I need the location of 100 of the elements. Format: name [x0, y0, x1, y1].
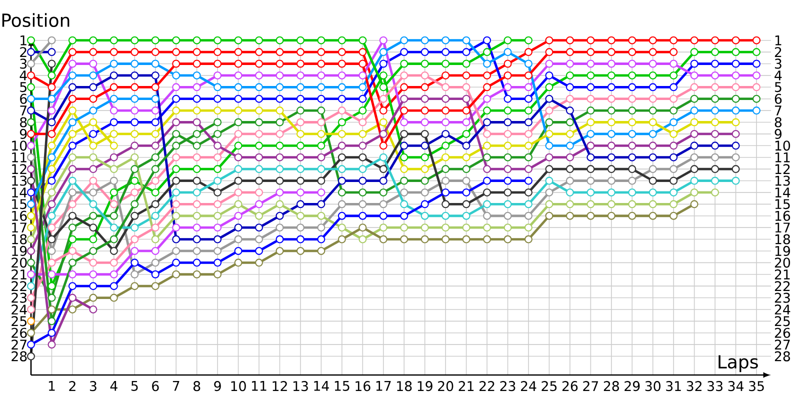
point	[48, 224, 56, 232]
point	[628, 165, 636, 174]
point	[607, 94, 616, 103]
point	[732, 83, 740, 92]
point	[483, 106, 492, 115]
point	[317, 118, 326, 126]
point	[130, 94, 139, 103]
point	[48, 176, 56, 185]
point	[48, 282, 56, 290]
point	[400, 224, 408, 232]
point	[566, 165, 574, 174]
point	[545, 36, 554, 44]
point	[151, 106, 160, 115]
x-tick-label: 34	[728, 381, 744, 392]
point	[296, 212, 304, 220]
point	[234, 246, 242, 255]
y2-tick-label: 6	[774, 94, 782, 104]
point	[276, 200, 284, 208]
point	[607, 60, 616, 68]
point	[234, 94, 242, 103]
point	[628, 48, 636, 56]
point	[711, 165, 720, 174]
y-tick-label: 27	[12, 340, 26, 350]
point	[483, 83, 492, 92]
point	[628, 176, 636, 185]
point	[89, 188, 98, 196]
point	[296, 235, 304, 244]
point	[358, 130, 367, 138]
point	[607, 200, 616, 208]
point	[255, 118, 264, 126]
point	[358, 153, 367, 162]
point	[27, 270, 35, 278]
point	[648, 94, 657, 103]
y-tick-label: 19	[12, 246, 27, 256]
point	[296, 83, 304, 92]
point	[566, 176, 574, 185]
point	[400, 200, 408, 208]
point	[338, 212, 346, 220]
point	[732, 48, 740, 56]
point	[338, 142, 346, 150]
point	[607, 118, 616, 126]
point	[172, 94, 180, 103]
point	[648, 142, 657, 150]
point	[420, 106, 429, 115]
point	[524, 60, 532, 68]
point	[545, 48, 554, 56]
point	[462, 165, 470, 174]
point	[234, 212, 242, 220]
point	[130, 282, 139, 290]
point	[400, 130, 408, 138]
point	[110, 60, 118, 68]
point	[48, 258, 56, 267]
point	[420, 36, 429, 44]
point	[27, 212, 35, 220]
point	[379, 106, 388, 115]
y2-tick-label: 10	[775, 140, 790, 151]
point	[338, 106, 346, 115]
point	[110, 224, 118, 232]
point	[48, 106, 56, 115]
point	[68, 83, 76, 92]
x-tick-label: 31	[666, 381, 681, 392]
point	[504, 142, 512, 150]
point	[27, 83, 35, 92]
y2-tick-label: 1	[775, 35, 782, 46]
point	[48, 328, 56, 337]
point	[670, 200, 678, 208]
point	[338, 176, 346, 185]
point	[524, 48, 532, 56]
point	[172, 212, 180, 220]
point	[586, 200, 595, 208]
point	[420, 153, 429, 162]
point	[400, 71, 408, 80]
point	[690, 176, 698, 185]
point	[214, 71, 222, 80]
point	[400, 36, 408, 44]
point	[483, 153, 492, 162]
point	[524, 165, 532, 174]
point	[628, 36, 636, 44]
point	[566, 106, 574, 115]
point	[483, 212, 492, 220]
point	[607, 130, 616, 138]
point	[68, 71, 76, 80]
point	[172, 235, 180, 244]
point	[130, 200, 139, 208]
point	[545, 212, 554, 220]
point	[89, 153, 98, 162]
x-tick-label: 10	[231, 381, 246, 392]
point	[192, 142, 201, 150]
y2-tick-label: 25	[774, 316, 790, 326]
point	[27, 328, 35, 337]
point	[648, 212, 657, 220]
point	[48, 294, 56, 302]
point	[379, 83, 388, 92]
point	[648, 106, 657, 115]
point	[711, 106, 720, 115]
point	[192, 200, 201, 208]
point	[462, 118, 470, 126]
y-tick-label: 17	[12, 222, 26, 232]
point	[68, 294, 76, 302]
y-tick-label: 1	[20, 35, 26, 46]
